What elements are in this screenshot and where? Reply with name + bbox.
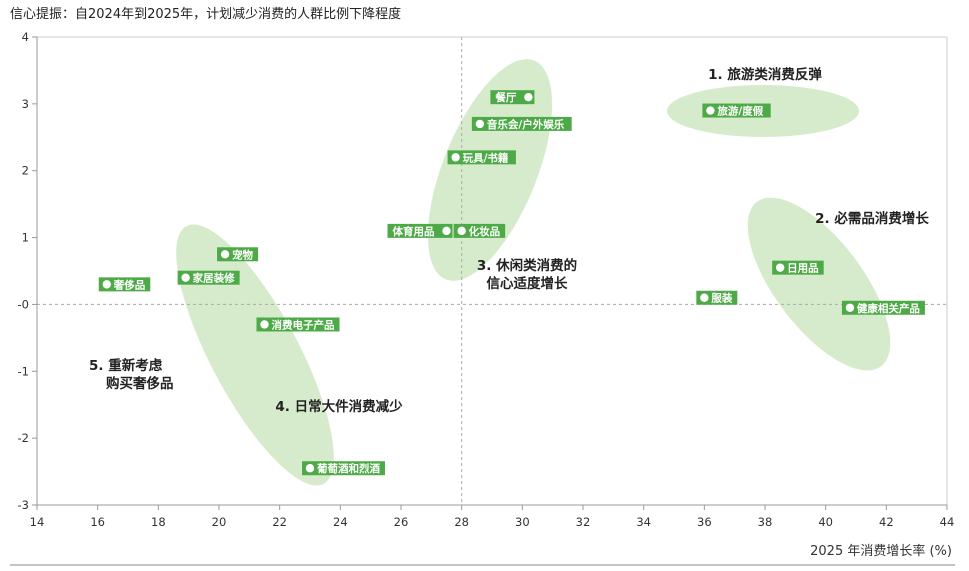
point-label-tag (387, 223, 453, 238)
point-label: 健康相关产品 (857, 302, 920, 315)
point-label-tag (471, 116, 572, 131)
data-point-餐厅[interactable]: 餐厅 (490, 90, 535, 105)
point-label: 奢侈品 (113, 278, 145, 291)
cluster-label-3: 3. 休闲类消费的 (477, 257, 577, 274)
cluster-label-5: 5. 重新考虑 (89, 357, 163, 374)
point-marker[interactable] (451, 153, 460, 162)
x-tick-label: 28 (454, 515, 469, 529)
point-label: 旅游/度假 (717, 105, 763, 118)
x-tick-label: 40 (818, 515, 833, 529)
point-label: 家居装修 (193, 272, 235, 285)
y-tick-label: 2 (22, 164, 29, 178)
x-tick-label: 44 (940, 515, 955, 529)
point-label-tag (490, 90, 535, 105)
data-point-宠物[interactable]: 宠物 (217, 247, 259, 262)
y-tick-label: -2 (18, 431, 29, 445)
y-tick-label: -1 (18, 364, 29, 378)
cluster-region-4 (176, 224, 334, 486)
data-point-奢侈品[interactable]: 奢侈品 (98, 277, 151, 292)
point-label: 玩具/书籍 (463, 151, 509, 164)
x-tick-label: 42 (879, 515, 894, 529)
point-marker[interactable] (181, 273, 190, 282)
cluster-label-3: 信心适度增长 (487, 275, 568, 292)
y-tick-label: 1 (22, 231, 29, 245)
point-label: 日用品 (787, 263, 819, 275)
point-marker[interactable] (475, 119, 485, 129)
x-tick-label: 38 (758, 515, 773, 529)
point-label-tag (453, 223, 506, 238)
data-point-消费电子产品[interactable]: 消费电子产品 (256, 317, 340, 332)
data-point-音乐会/户外娱乐[interactable]: 音乐会/户外娱乐 (471, 116, 572, 131)
x-axis-title: 2025 年消费增长率 (%) (810, 543, 952, 559)
point-label-tag (98, 277, 151, 292)
point-marker[interactable] (102, 280, 111, 289)
data-point-健康相关产品[interactable]: 健康相关产品 (841, 300, 925, 315)
cluster-label-1: 1. 旅游类消费反弹 (708, 66, 822, 83)
point-label-tag (302, 461, 385, 476)
point-label-tag (702, 103, 771, 118)
data-point-葡萄酒和烈酒[interactable]: 葡萄酒和烈酒 (302, 461, 385, 476)
cluster-label-4: 4. 日常大件消费减少 (275, 398, 403, 415)
point-marker[interactable] (775, 263, 785, 272)
point-marker[interactable] (220, 250, 230, 259)
point-label: 化妆品 (469, 225, 501, 238)
data-point-服装[interactable]: 服装 (696, 290, 738, 305)
y-tick-label: 4 (22, 30, 29, 44)
point-marker[interactable] (260, 320, 269, 329)
point-label-tag (841, 300, 925, 315)
point-marker[interactable] (305, 464, 315, 473)
cluster-region-2 (747, 197, 891, 371)
point-marker[interactable] (524, 92, 533, 102)
y-tick-label: -3 (18, 498, 29, 512)
x-tick-label: 30 (515, 515, 530, 529)
cluster-label-5: 购买奢侈品 (106, 375, 174, 392)
point-label: 消费电子产品 (272, 318, 335, 331)
point-label-tag (256, 317, 340, 332)
x-tick-label: 24 (333, 515, 348, 529)
point-marker[interactable] (845, 303, 855, 312)
chart-title: 信心提振：自2024年到2025年，计划减少消费的人群比例下降程度 (10, 7, 402, 22)
point-label: 餐厅 (494, 91, 516, 104)
x-tick-label: 18 (151, 515, 166, 529)
point-label: 体育用品 (393, 225, 435, 238)
point-label: 宠物 (232, 248, 253, 261)
point-marker[interactable] (706, 106, 715, 115)
data-point-体育用品[interactable]: 体育用品 (387, 223, 453, 238)
point-label-tag (772, 260, 824, 275)
data-point-旅游/度假[interactable]: 旅游/度假 (702, 103, 771, 118)
point-label: 音乐会/户外娱乐 (487, 118, 565, 131)
point-marker[interactable] (442, 226, 451, 236)
point-label: 葡萄酒和烈酒 (316, 462, 380, 475)
x-tick-label: 26 (394, 515, 409, 529)
point-marker[interactable] (700, 293, 709, 302)
x-tick-label: 20 (212, 515, 227, 529)
point-label-tag (177, 270, 240, 285)
y-tick-label: 3 (22, 97, 29, 111)
data-point-家居装修[interactable]: 家居装修 (177, 270, 240, 285)
x-tick-label: 36 (697, 515, 712, 529)
x-tick-label: 16 (90, 515, 105, 529)
x-tick-label: 22 (272, 515, 287, 529)
cluster-label-2: 2. 必需品消费增长 (815, 210, 929, 227)
data-point-化妆品[interactable]: 化妆品 (453, 223, 506, 238)
x-tick-label: 34 (636, 515, 651, 529)
point-label-tag (447, 150, 516, 165)
y-tick-label: -0 (18, 297, 29, 311)
x-tick-label: 32 (576, 515, 591, 529)
data-point-日用品[interactable]: 日用品 (772, 260, 824, 275)
point-label: 服装 (711, 292, 732, 305)
point-marker[interactable] (457, 226, 466, 236)
x-tick-label: 14 (30, 515, 45, 529)
data-point-玩具/书籍[interactable]: 玩具/书籍 (447, 150, 516, 165)
